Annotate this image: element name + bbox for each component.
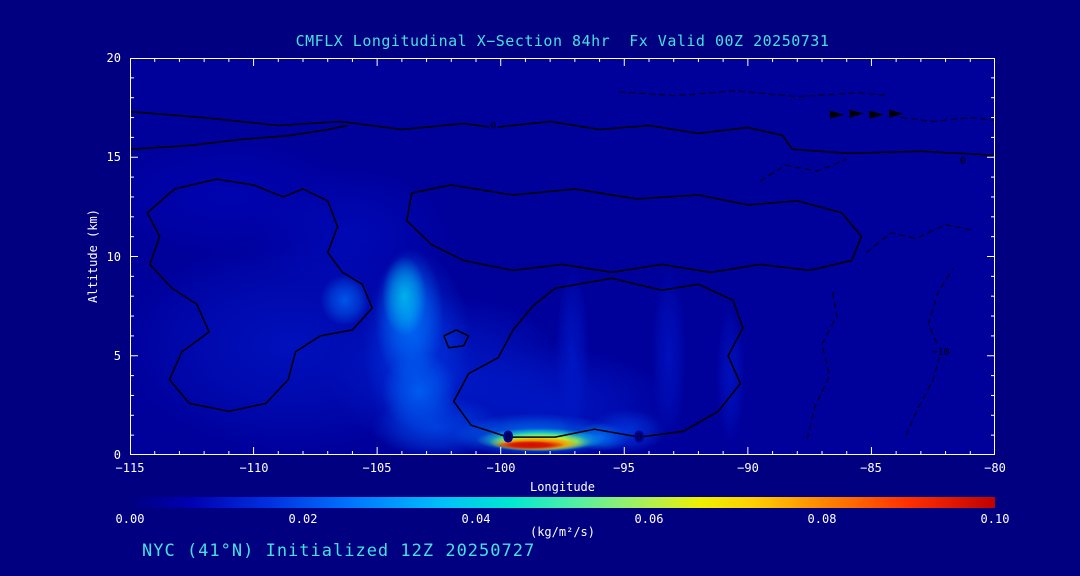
contour-flag-mark xyxy=(869,110,884,119)
contour-line xyxy=(806,288,838,440)
x-tick-label: −110 xyxy=(239,461,269,475)
cross-section-plot: 0 0 0 0 −10 xyxy=(105,57,996,465)
field-blob xyxy=(495,440,565,450)
colorbar-tick-label: 0.00 xyxy=(115,512,145,526)
field-blob xyxy=(320,274,370,326)
y-tick-label: 0 xyxy=(113,448,121,462)
x-tick-label: −100 xyxy=(486,461,516,475)
contour-flag-mark xyxy=(889,109,904,118)
field-blob xyxy=(555,266,590,446)
contour-line xyxy=(453,277,744,438)
contour-flag-mark xyxy=(829,110,844,119)
field-blob xyxy=(651,266,687,446)
field-blob xyxy=(715,306,746,446)
field-svg: 0 0 0 0 −10 xyxy=(105,57,996,465)
x-tick-label: −95 xyxy=(613,461,635,475)
contour-label: 0 xyxy=(960,156,966,167)
contour-line xyxy=(759,158,847,182)
contour-label: 0 xyxy=(490,121,496,132)
colorbar-gradient xyxy=(130,497,995,508)
contour-line xyxy=(619,90,889,98)
contour-line xyxy=(866,224,976,253)
contour-label: 0 xyxy=(636,432,642,443)
x-tick-label: −105 xyxy=(362,461,392,475)
field-blob xyxy=(105,137,353,257)
contour-line xyxy=(905,268,954,436)
init-annotation: NYC (41°N) Initialized 12Z 20250727 xyxy=(142,541,536,561)
colorbar-tick-label: 0.06 xyxy=(634,512,664,526)
plot-frame xyxy=(130,58,995,455)
x-tick-label: −80 xyxy=(984,461,1006,475)
field-blob xyxy=(587,409,667,454)
x-tick-label: −115 xyxy=(115,461,145,475)
plot-title: CMFLX Longitudinal X−Section 84hr Fx Val… xyxy=(295,32,830,50)
contour-line xyxy=(129,110,996,157)
contour-line xyxy=(443,329,470,349)
colorbar-tick-label: 0.04 xyxy=(461,512,491,526)
contour-flag-mark xyxy=(849,109,864,118)
colorbar-unit-label: (kg/m²/s) xyxy=(529,525,596,539)
y-tick-label: 20 xyxy=(106,51,121,65)
y-tick-label: 10 xyxy=(106,250,121,264)
contour-label: −10 xyxy=(932,347,950,358)
contour-line xyxy=(406,184,863,274)
x-axis-title: Longitude xyxy=(529,480,596,494)
colorbar-tick-label: 0.08 xyxy=(807,512,837,526)
contour-line xyxy=(901,117,996,123)
contour-label: 0 xyxy=(505,432,511,443)
y-tick-label: 15 xyxy=(106,150,121,164)
field-blob xyxy=(382,256,427,336)
x-tick-label: −85 xyxy=(860,461,882,475)
colorbar-tick-label: 0.10 xyxy=(980,512,1010,526)
contour-layer: 0 0 0 0 −10 xyxy=(129,90,996,446)
contour-line xyxy=(129,124,348,151)
y-tick-label: 5 xyxy=(113,349,121,363)
contour-line xyxy=(146,178,373,413)
colorbar-tick-label: 0.02 xyxy=(288,512,318,526)
x-tick-label: −90 xyxy=(737,461,759,475)
